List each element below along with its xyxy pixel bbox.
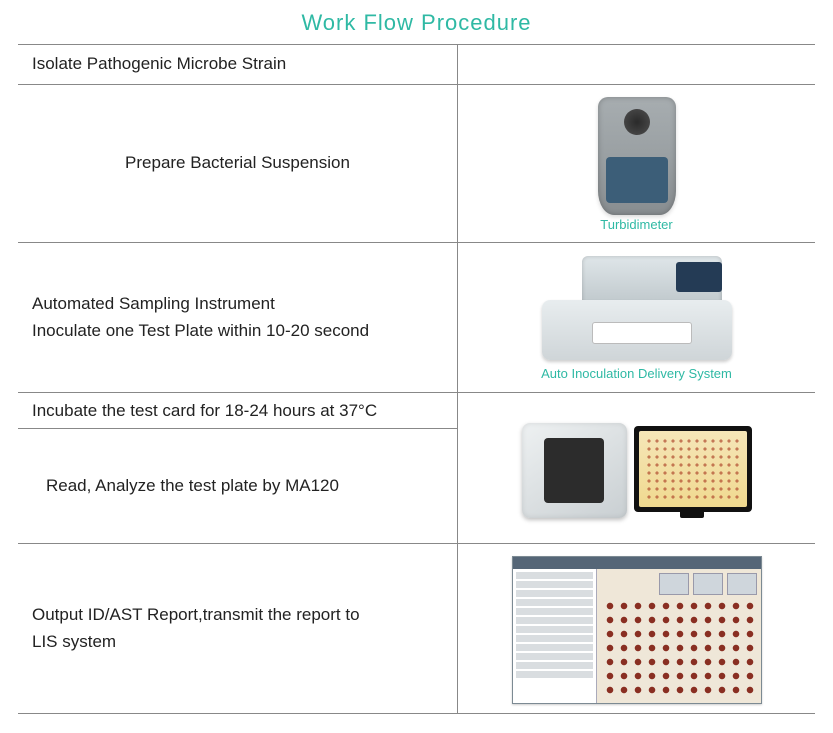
device-caption: Auto Inoculation Delivery System bbox=[541, 366, 732, 381]
step-text: Prepare Bacterial Suspension bbox=[125, 151, 350, 176]
software-screenshot-icon bbox=[512, 556, 762, 704]
step-text: Incubate the test card for 18-24 hours a… bbox=[32, 401, 377, 421]
step-text: Read, Analyze the test plate by MA120 bbox=[46, 476, 339, 496]
table-row-merged: Incubate the test card for 18-24 hours a… bbox=[18, 393, 815, 544]
table-row: Output ID/AST Report,transmit the report… bbox=[18, 544, 815, 714]
step-text: Isolate Pathogenic Microbe Strain bbox=[32, 52, 443, 77]
analyzer-icon bbox=[522, 418, 752, 518]
workflow-table: Isolate Pathogenic Microbe Strain Prepar… bbox=[18, 44, 815, 714]
step-read-analyze: Read, Analyze the test plate by MA120 bbox=[18, 429, 457, 543]
image-cell-inoculator: Auto Inoculation Delivery System bbox=[458, 243, 815, 392]
inoculator-icon bbox=[542, 256, 732, 364]
step-automated-sampling: Automated Sampling Instrument Inoculate … bbox=[18, 243, 458, 392]
step-incubate: Incubate the test card for 18-24 hours a… bbox=[18, 393, 457, 429]
step-text: Output ID/AST Report,transmit the report… bbox=[32, 603, 443, 628]
table-row: Isolate Pathogenic Microbe Strain bbox=[18, 45, 815, 85]
table-row: Automated Sampling Instrument Inoculate … bbox=[18, 243, 815, 393]
image-cell-software bbox=[458, 544, 815, 713]
step-text: Automated Sampling Instrument bbox=[32, 292, 443, 317]
step-prepare-suspension: Prepare Bacterial Suspension bbox=[18, 85, 458, 242]
step-isolate: Isolate Pathogenic Microbe Strain bbox=[18, 45, 458, 84]
step-output-report: Output ID/AST Report,transmit the report… bbox=[18, 544, 458, 713]
page-title: Work Flow Procedure bbox=[0, 0, 833, 44]
image-cell-analyzer bbox=[458, 393, 815, 543]
step-text: Inoculate one Test Plate within 10-20 se… bbox=[32, 319, 443, 344]
table-row: Prepare Bacterial Suspension Turbidimete… bbox=[18, 85, 815, 243]
left-column-stack: Incubate the test card for 18-24 hours a… bbox=[18, 393, 458, 543]
device-caption: Turbidimeter bbox=[600, 217, 672, 232]
turbidimeter-icon bbox=[598, 97, 676, 215]
step-text: LIS system bbox=[32, 630, 443, 655]
image-cell-turbidimeter: Turbidimeter bbox=[458, 85, 815, 242]
image-cell-empty bbox=[458, 45, 815, 84]
